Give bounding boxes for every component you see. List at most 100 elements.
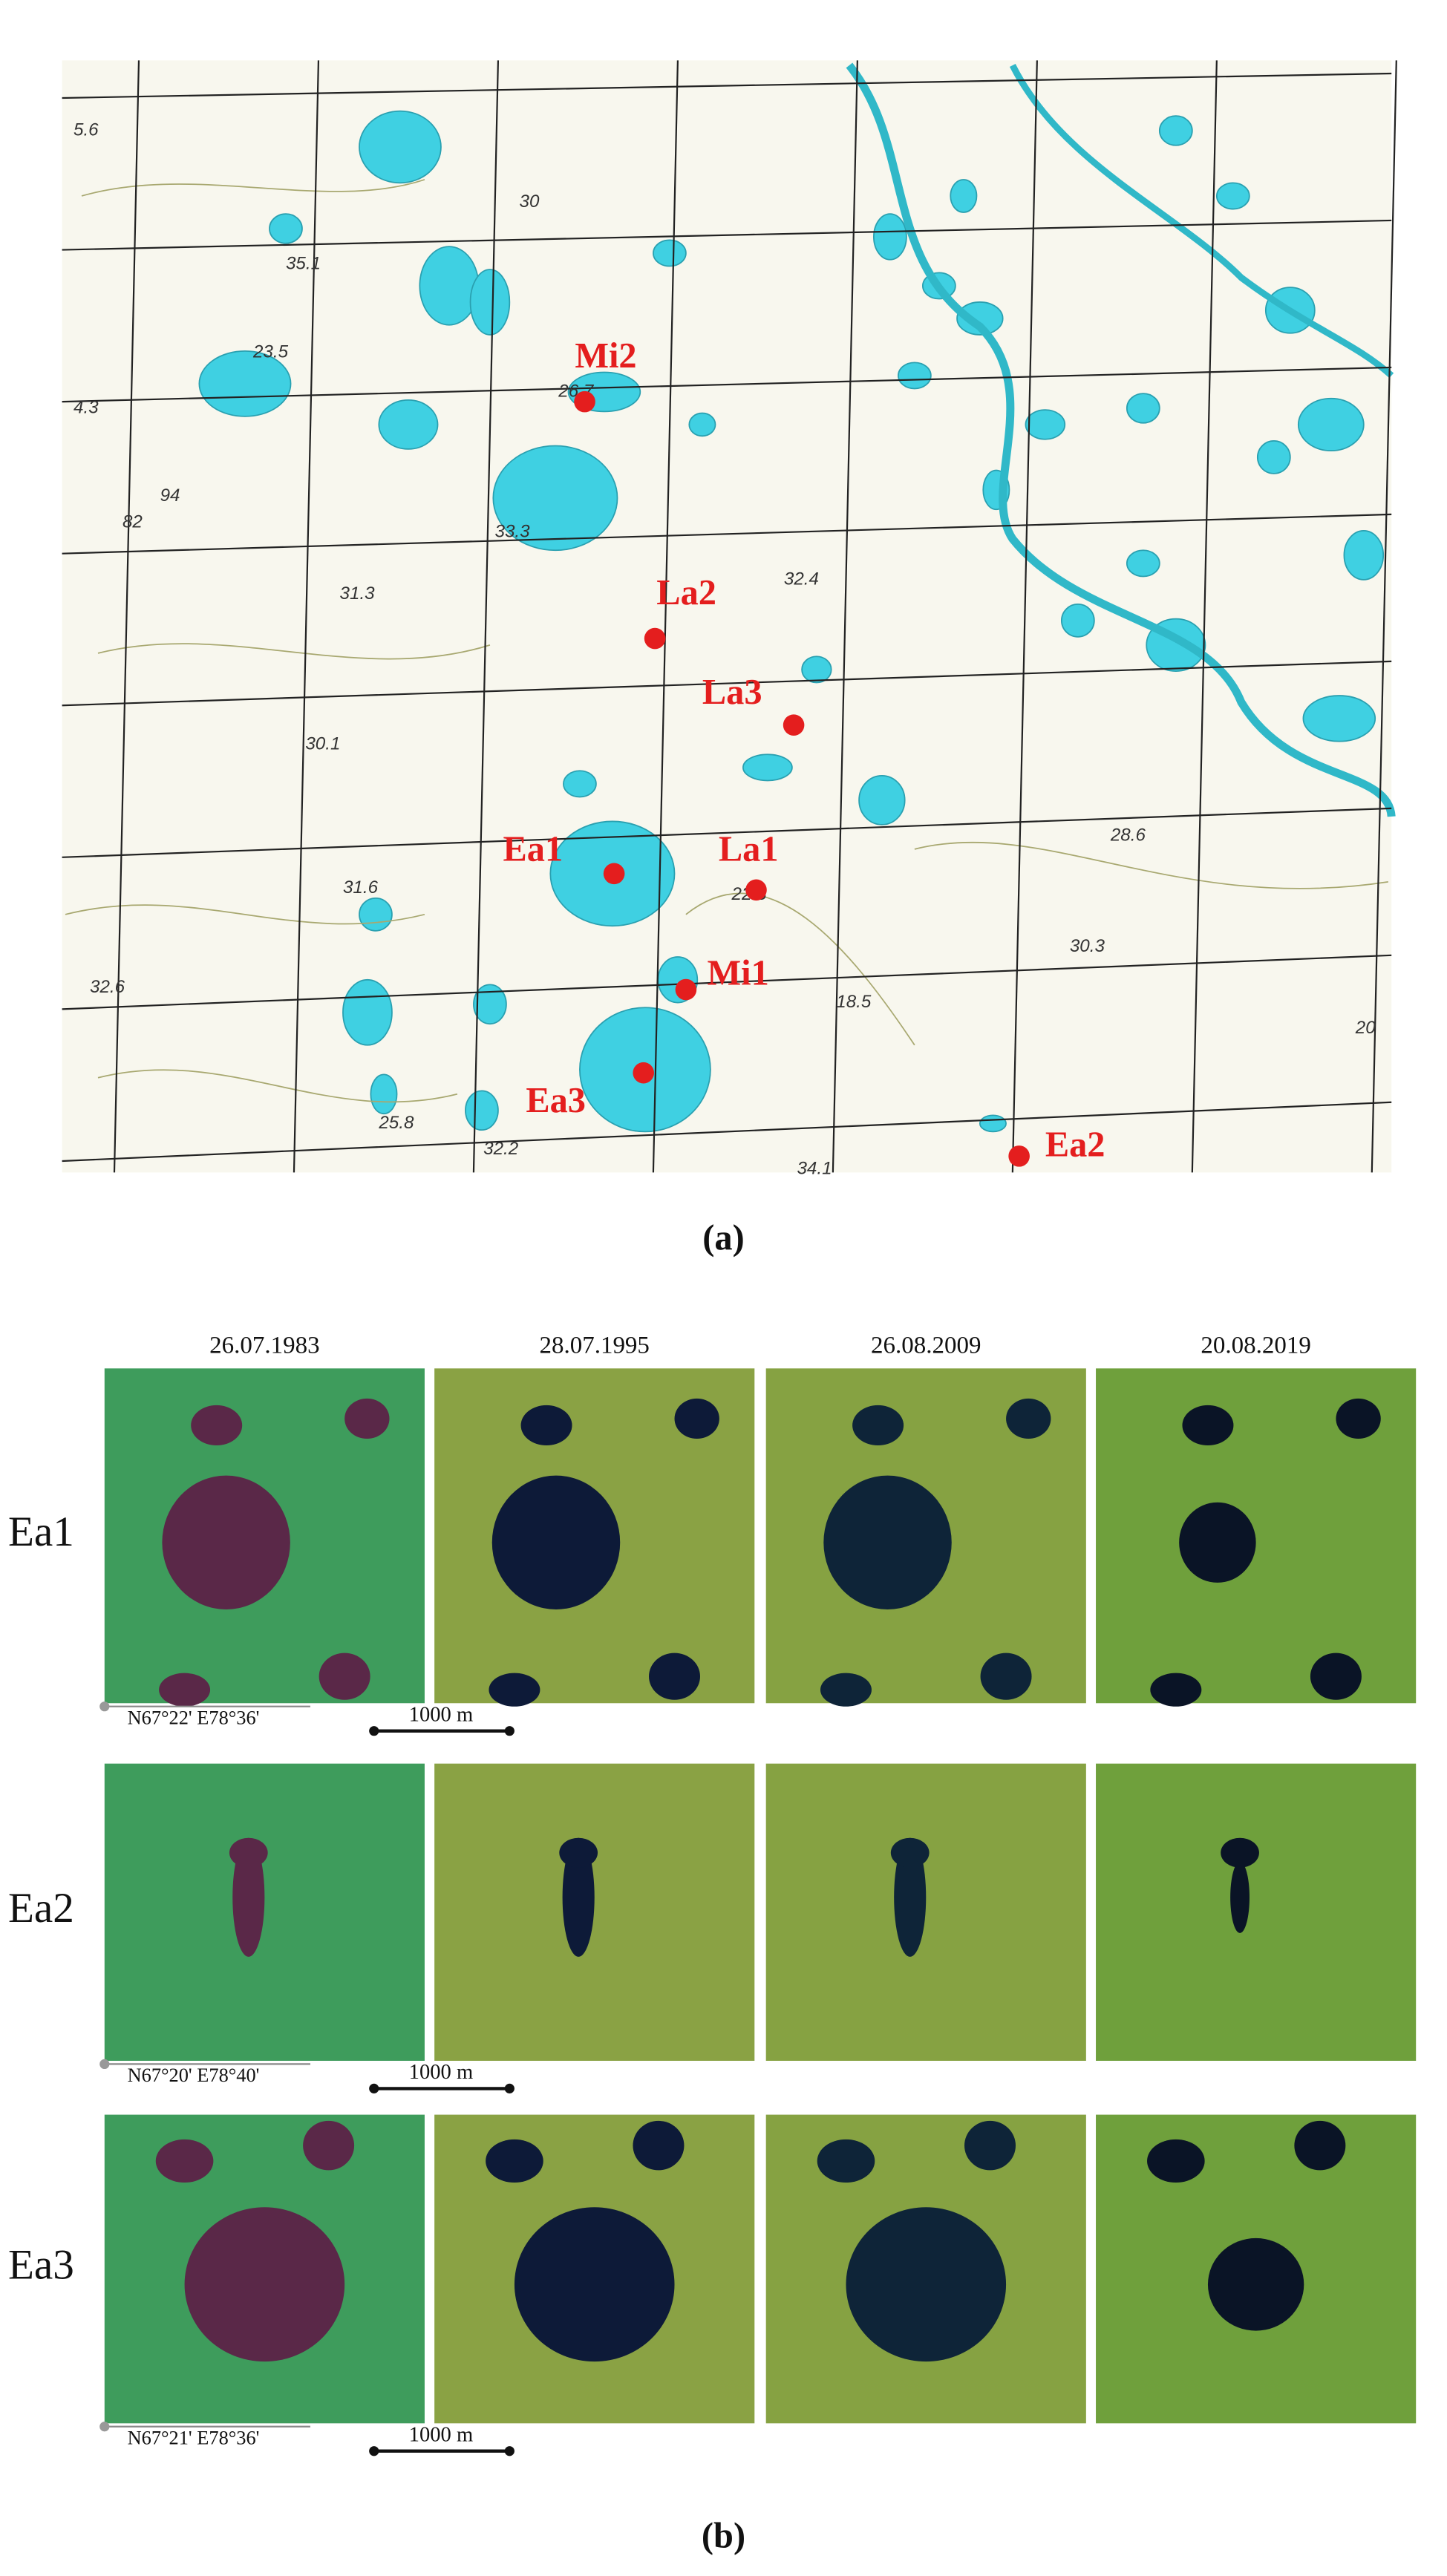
lake-shape (1294, 2120, 1346, 2171)
lake-shape (633, 2120, 685, 2171)
scale-end (504, 1726, 515, 1736)
map-label: 20 (1355, 1018, 1376, 1038)
lake (858, 774, 906, 826)
grid-line (1191, 60, 1218, 1173)
lake (198, 350, 292, 417)
map-label: 32.6 (90, 977, 125, 997)
map-label: 34.1 (797, 1158, 832, 1178)
lake (979, 1114, 1007, 1133)
date-label: 20.08.2019 (1201, 1332, 1310, 1359)
lake (563, 770, 597, 798)
lake-shape (191, 1405, 243, 1446)
lake-shape (1179, 1502, 1256, 1583)
lake (1158, 115, 1193, 146)
lake-shape (1207, 2237, 1304, 2331)
lake (872, 213, 907, 261)
scale-end (369, 2083, 379, 2093)
map-label: 4.3 (74, 397, 99, 417)
lake (419, 246, 480, 326)
lake-shape (229, 1837, 268, 1868)
date-label: 26.07.1983 (209, 1332, 319, 1359)
grid-line (62, 72, 1392, 99)
map-label: 31.3 (340, 583, 376, 604)
grid-line (62, 1101, 1392, 1163)
grid-line (113, 60, 140, 1173)
site-label: La3 (702, 673, 762, 712)
lake (801, 656, 832, 684)
lake-shape (520, 1405, 572, 1446)
scale-label: 1000 m (409, 2423, 474, 2446)
river (1009, 64, 1394, 379)
panel-caption: (b) (702, 2517, 745, 2556)
map-label: 31.6 (343, 877, 379, 898)
map-label: 82 (123, 511, 143, 532)
lake-shape (1336, 1398, 1381, 1439)
site-marker (644, 627, 666, 650)
grid-line (62, 954, 1392, 1010)
coordinates: N67°20' E78°40' (128, 2064, 260, 2086)
lake (1343, 530, 1385, 581)
site-label: Ea1 (503, 829, 564, 869)
grid-line (62, 660, 1392, 707)
grid-line (62, 513, 1392, 555)
contour (914, 841, 1388, 889)
lake-shape (852, 1405, 904, 1446)
lake-shape (486, 2139, 543, 2183)
map-label: 5.6 (74, 120, 99, 140)
date-label: 26.08.2009 (871, 1332, 981, 1359)
lake-shape (1221, 1837, 1259, 1868)
grid-line (1011, 60, 1038, 1173)
contour (685, 892, 915, 1046)
date-label: 28.07.1995 (539, 1332, 649, 1359)
lake (1256, 440, 1291, 474)
lake (1126, 549, 1160, 578)
lake (469, 269, 511, 336)
coordinates: N67°22' E78°36' (128, 1706, 260, 1728)
scale-label: 1000 m (409, 1703, 474, 1726)
lake (1025, 409, 1066, 440)
lake-shape (491, 1475, 621, 1610)
corner-dot (99, 1701, 110, 1712)
lake (742, 753, 793, 782)
map-label: 25.8 (378, 1113, 414, 1133)
grid-line (62, 219, 1392, 251)
lake-shape (823, 1475, 952, 1610)
lake-shape (184, 2207, 345, 2362)
site-marker (603, 863, 625, 885)
lake (465, 1090, 499, 1131)
map-label: 35.1 (286, 254, 321, 274)
lake (1060, 604, 1095, 638)
grid-line (1371, 60, 1397, 1173)
scale-end (504, 2446, 515, 2456)
contour (81, 179, 425, 197)
lake-shape (232, 1837, 265, 1957)
lake (492, 445, 618, 552)
lake-shape (894, 1837, 927, 1957)
lake-shape (980, 1653, 1032, 1700)
lake-shape (514, 2207, 675, 2362)
site-label: La2 (656, 573, 716, 612)
lake-shape (1310, 1653, 1362, 1700)
map-label: 33.3 (495, 521, 531, 541)
lake-shape (489, 1673, 540, 1707)
coordinates: N67°21' E78°36' (128, 2426, 260, 2448)
row-label: Ea3 (8, 2242, 74, 2289)
lake-shape (162, 1475, 290, 1610)
lake (1302, 695, 1376, 742)
site-marker (783, 714, 805, 736)
lake-shape (159, 1673, 211, 1707)
lake-shape (344, 1398, 390, 1439)
map-label: 94 (160, 486, 180, 506)
contour (97, 643, 491, 660)
lake-shape (674, 1398, 719, 1439)
lake (473, 984, 507, 1025)
contour (65, 904, 425, 925)
map-label: 32.2 (483, 1139, 519, 1159)
map-label: 30 (520, 192, 540, 212)
lake (370, 1073, 398, 1115)
map-label: 23.5 (252, 342, 289, 362)
lake (1297, 397, 1365, 451)
lake-shape (559, 1837, 598, 1868)
